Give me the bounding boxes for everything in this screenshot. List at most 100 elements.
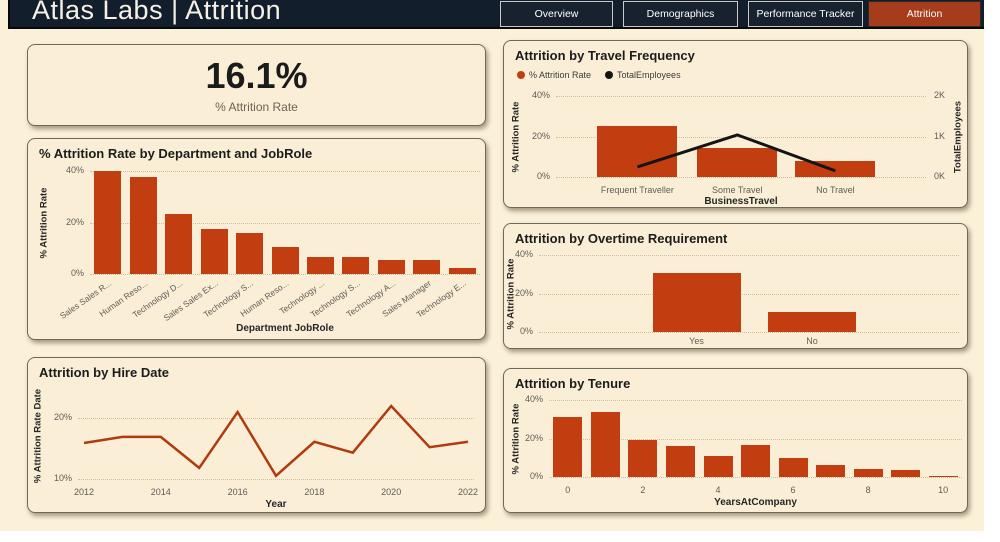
gridline <box>556 96 926 97</box>
bar-sales-sales-r[interactable] <box>94 171 122 274</box>
tab-overview[interactable]: Overview <box>500 1 613 27</box>
x-tick-label: 2022 <box>457 487 479 497</box>
x-tick-label: 6 <box>790 485 796 495</box>
y-tick-label: 0% <box>70 268 84 278</box>
bar-1[interactable] <box>590 411 620 477</box>
bar-6[interactable] <box>778 457 808 477</box>
x-tick-label: Yes <box>689 336 704 346</box>
y-tick-label: 20% <box>65 216 84 227</box>
x-tick-label: 0 <box>565 485 571 495</box>
y-axis-title: % Attrition Rate Date <box>32 388 44 484</box>
overtime-chart: 40% 20% 0%% Attrition Rate Yes No <box>504 224 967 348</box>
x-tick-label: 2012 <box>73 487 95 497</box>
x-tick-label: No <box>806 336 818 346</box>
tenure-chart: 40% 20% 0% % Attrition Rate 0 2 4 6 8 10 YearsAtCo… <box>504 369 967 512</box>
y-tick-label: 20% <box>514 287 533 298</box>
legend-label: TotalEmployees <box>617 70 681 80</box>
x-tick-label: 2014 <box>150 487 171 497</box>
y-tick-label: 0% <box>536 171 550 181</box>
y-tick-label: 20% <box>531 130 550 141</box>
bar-technology-d[interactable] <box>165 213 193 274</box>
gridline <box>90 222 480 224</box>
x-tick-label: 8 <box>865 485 871 495</box>
y-tick-label: 10% <box>53 472 72 483</box>
chart-title: % Attrition Rate by Department and JobRo… <box>39 146 313 161</box>
x-tick-label: 2018 <box>304 487 325 497</box>
tab-attrition[interactable]: Attrition <box>868 1 981 27</box>
gridline <box>549 438 962 440</box>
bar-7[interactable] <box>816 464 846 477</box>
y-axis-title: % Attrition Rate <box>38 187 50 258</box>
y2-tick-label: 0K <box>934 171 946 181</box>
legend-label: % Attrition Rate <box>529 70 592 80</box>
bar-8[interactable] <box>853 469 883 477</box>
x-tick-label: 2 <box>640 485 646 495</box>
y-axis-title: % Attrition Rate <box>510 403 522 474</box>
kpi-value: 16.1% <box>205 55 308 96</box>
bar-3[interactable] <box>665 446 695 477</box>
bar-sales-manager[interactable] <box>413 259 441 274</box>
x-tick-label: 2020 <box>381 487 402 497</box>
dept_jobrole-plot: 40% 20% 0%% Attrition Rate Sales Sales R...… <box>39 165 480 323</box>
gridline <box>78 418 474 420</box>
gridline <box>556 177 926 178</box>
legend-dot <box>605 71 614 79</box>
bar-no[interactable] <box>768 311 856 332</box>
y-axis-title: % Attrition Rate <box>510 101 522 172</box>
dept-jobrole-chart: 40% 20% 0%% Attrition Rate Sales Sales R...… <box>28 139 485 339</box>
chart-title: Attrition by Hire Date <box>39 365 170 380</box>
legend-item-attrition-rate[interactable]: % Attrition Rate <box>517 70 591 80</box>
tab-demographics[interactable]: Demographics <box>623 1 738 27</box>
bar-10[interactable] <box>928 475 958 477</box>
bar-technology-a[interactable] <box>377 259 405 274</box>
x-tick-label: No Travel <box>816 185 855 195</box>
x-axis-title: YearsAtCompany <box>714 497 797 508</box>
x-tick-label: 4 <box>715 485 721 495</box>
bar-sales-sales-ex[interactable] <box>200 228 228 274</box>
chart-title: Attrition by Tenure <box>515 376 631 391</box>
line-series[interactable] <box>78 392 474 480</box>
tenure-card: Attrition by Tenure 40% 20% 0% % Attrition … <box>503 368 968 513</box>
bar-frequent-traveller[interactable] <box>597 126 678 177</box>
kpi-card: 16.1% % Attrition Rate <box>27 44 486 126</box>
bar-technology-s[interactable] <box>236 232 263 274</box>
chart-title: Attrition by Overtime Requirement <box>515 231 728 246</box>
gridline <box>549 477 962 478</box>
bar-9[interactable] <box>891 470 921 477</box>
bar-some-travel[interactable] <box>697 147 778 177</box>
gridline <box>78 478 474 480</box>
bar-technology-e[interactable] <box>448 267 476 274</box>
legend-item-totalemployees[interactable]: TotalEmployees <box>605 70 681 80</box>
bar-5[interactable] <box>741 445 770 477</box>
bar-yes[interactable] <box>652 273 741 332</box>
dept-jobrole-card: % Attrition Rate by Department and JobRo… <box>27 138 486 340</box>
bar-0[interactable] <box>553 417 583 477</box>
hire_date-plot: 20% 10% % Attrition Rate Date 2012 2014 2016 2… <box>33 389 479 497</box>
bar-4[interactable] <box>703 455 733 477</box>
tab-performance-tracker[interactable]: Performance Tracker <box>748 1 863 27</box>
y-tick-label: 20% <box>53 412 72 423</box>
travel-frequency-chart: 40% 20% 0% % Attrition Rate 2K 1K 0K TotalEmplo… <box>504 41 967 207</box>
line-series[interactable] <box>556 96 926 177</box>
y-tick-label: 0% <box>519 326 533 336</box>
x-tick-label: 2016 <box>227 487 248 497</box>
gridline <box>549 400 962 401</box>
y2-tick-label: 1K <box>934 130 946 141</box>
y-tick-label: 40% <box>514 249 533 259</box>
bar-technology[interactable] <box>307 257 334 274</box>
bar-human-reso[interactable] <box>271 247 299 274</box>
gridline <box>539 293 959 295</box>
travel-frequency-card: Attrition by Travel Frequency % Attritio… <box>503 40 968 208</box>
bar-2[interactable] <box>628 439 658 477</box>
bar-technology-s[interactable] <box>342 257 370 274</box>
x-axis-title: Department JobRole <box>236 323 334 334</box>
bar-human-reso[interactable] <box>129 177 157 274</box>
overtime-plot: 40% 20% 0%% Attrition Rate Yes No <box>506 249 959 346</box>
gridline <box>539 255 959 256</box>
tenure-plot: 40% 20% 0% % Attrition Rate 0 2 4 6 8 10 <box>511 394 962 495</box>
x-tick-label: 10 <box>938 485 949 495</box>
kpi-label: % Attrition Rate <box>215 100 298 114</box>
y-tick-label: 40% <box>65 165 84 175</box>
page-title: Atlas Labs | Attrition <box>32 0 282 25</box>
hire-date-card: Attrition by Hire Date 20% 10% % Attrition… <box>27 357 486 513</box>
